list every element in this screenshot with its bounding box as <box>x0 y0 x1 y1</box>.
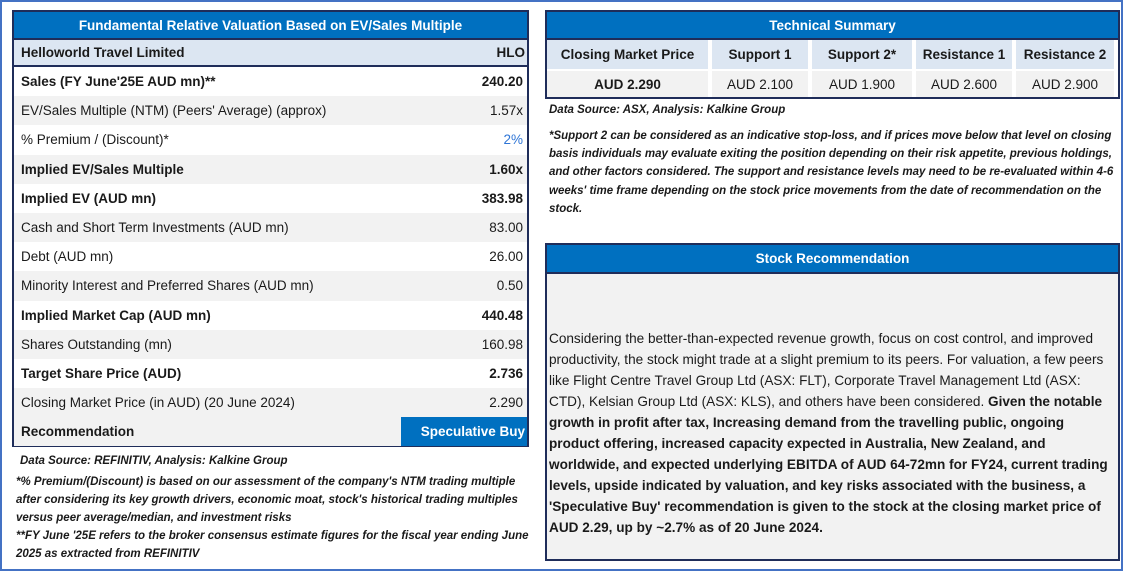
technical-header: Resistance 2 <box>1016 40 1114 71</box>
technical-value: AUD 2.100 <box>712 71 808 97</box>
technical-value: AUD 2.900 <box>1016 71 1114 97</box>
valuation-row: Cash and Short Term Investments (AUD mn)… <box>14 212 527 243</box>
row-label: Implied EV (AUD mn) <box>21 190 157 206</box>
valuation-table: Fundamental Relative Valuation Based on … <box>12 10 529 447</box>
technical-column: Support 2* AUD 1.900 <box>812 40 916 97</box>
technical-column: Closing Market Price AUD 2.290 <box>547 40 712 97</box>
row-label: % Premium / (Discount)* <box>21 132 169 148</box>
valuation-row: Implied Market Cap (AUD mn) 440.48 <box>14 301 527 330</box>
valuation-row: Target Share Price (AUD) 2.736 <box>14 359 527 388</box>
valuation-rows: Sales (FY June'25E AUD mn)** 240.20 EV/Sal… <box>14 67 527 418</box>
recommendation-badge: Speculative Buy <box>401 417 527 447</box>
premium-footnote: *% Premium/(Discount) is based on our as… <box>16 476 518 524</box>
technical-value: AUD 1.900 <box>812 71 912 97</box>
stock-recommendation-title: Stock Recommendation <box>547 245 1118 274</box>
valuation-header: Helloworld Travel Limited HLO <box>14 40 527 67</box>
ticker: HLO <box>496 45 526 60</box>
technical-source: Data Source: ASX, Analysis: Kalkine Grou… <box>549 104 786 116</box>
row-label: Debt (AUD mn) <box>21 249 114 265</box>
technical-summary-table: Technical Summary Closing Market Price AU… <box>545 10 1120 99</box>
row-value: 160.98 <box>481 336 523 352</box>
row-value: 2.290 <box>489 395 523 411</box>
stock-recommendation-text: Considering the better-than-expected rev… <box>547 274 1118 538</box>
recommendation-label: Recommendation <box>21 424 135 440</box>
technical-column: Support 1 AUD 2.100 <box>712 40 812 97</box>
technical-header: Closing Market Price <box>547 40 708 71</box>
row-value: 240.20 <box>481 74 523 90</box>
support-footnote: *Support 2 can be considered as an indic… <box>549 130 1114 215</box>
valuation-row: Shares Outstanding (mn) 160.98 <box>14 329 527 359</box>
recommendation-row: Recommendation Speculative Buy <box>14 417 527 447</box>
valuation-notes: Data Source: REFINITIV, Analysis: Kalkin… <box>16 452 531 563</box>
recommendation-text-plain: Considering the better-than-expected rev… <box>549 331 1104 409</box>
valuation-row: EV/Sales Multiple (NTM) (Peers' Average)… <box>14 96 527 126</box>
row-value: 83.00 <box>489 220 523 236</box>
company-name: Helloworld Travel Limited <box>21 45 185 60</box>
valuation-row: % Premium / (Discount)* 2% <box>14 125 527 154</box>
row-label: EV/Sales Multiple (NTM) (Peers' Average)… <box>21 103 327 119</box>
row-value: 1.60x <box>489 161 523 177</box>
row-label: Implied Market Cap (AUD mn) <box>21 307 211 323</box>
stock-recommendation-box: Stock Recommendation Considering the bet… <box>545 243 1120 561</box>
valuation-title: Fundamental Relative Valuation Based on … <box>14 12 527 40</box>
valuation-row: Sales (FY June'25E AUD mn)** 240.20 <box>14 67 527 96</box>
row-label: Shares Outstanding (mn) <box>21 336 172 352</box>
row-value: 0.50 <box>496 278 523 294</box>
row-value: 1.57x <box>489 103 523 119</box>
row-label: Implied EV/Sales Multiple <box>21 161 184 177</box>
technical-summary-grid: Closing Market Price AUD 2.290 Support 1 AU… <box>547 40 1118 97</box>
valuation-row: Closing Market Price (in AUD) (20 June 2… <box>14 388 527 418</box>
valuation-row: Implied EV/Sales Multiple 1.60x <box>14 154 527 184</box>
row-value: 2.736 <box>489 365 523 381</box>
technical-header: Support 1 <box>712 40 808 71</box>
technical-summary-title: Technical Summary <box>547 12 1118 40</box>
row-label: Closing Market Price (in AUD) (20 June 2… <box>21 395 295 411</box>
valuation-source: Data Source: REFINITIV, Analysis: Kalkin… <box>20 455 288 467</box>
technical-column: Resistance 2 AUD 2.900 <box>1016 40 1114 97</box>
valuation-row: Debt (AUD mn) 26.00 <box>14 242 527 271</box>
row-label: Minority Interest and Preferred Shares (… <box>21 278 314 294</box>
row-label: Target Share Price (AUD) <box>21 365 182 381</box>
technical-column: Resistance 1 AUD 2.600 <box>916 40 1016 97</box>
technical-value: AUD 2.600 <box>916 71 1012 97</box>
fy-footnote: **FY June '25E refers to the broker cons… <box>16 530 529 560</box>
row-label: Sales (FY June'25E AUD mn)** <box>21 74 216 90</box>
recommendation-text-bold: Given the notable growth in profit after… <box>549 394 1108 535</box>
row-value: 2% <box>503 132 523 148</box>
row-value: 26.00 <box>489 249 523 265</box>
valuation-row: Minority Interest and Preferred Shares (… <box>14 271 527 301</box>
technical-header: Support 2* <box>812 40 912 71</box>
row-value: 383.98 <box>481 190 523 206</box>
row-value: 440.48 <box>481 307 523 323</box>
valuation-row: Implied EV (AUD mn) 383.98 <box>14 184 527 213</box>
row-label: Cash and Short Term Investments (AUD mn) <box>21 220 289 236</box>
technical-value: AUD 2.290 <box>547 71 708 97</box>
technical-header: Resistance 1 <box>916 40 1012 71</box>
